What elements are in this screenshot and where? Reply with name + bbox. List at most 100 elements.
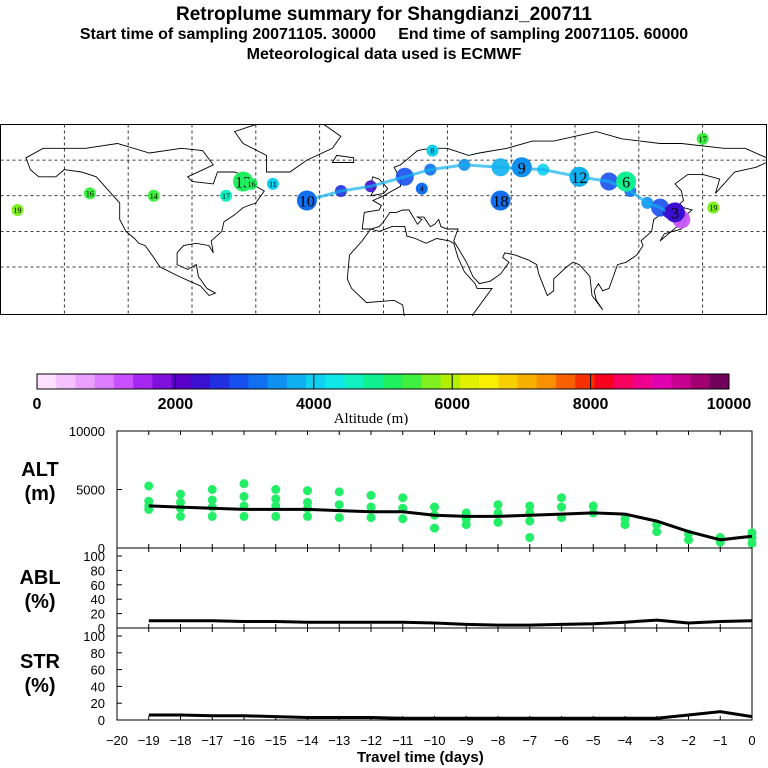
altitude-colorbar: 0 2000 4000 6000 8000 10000 Altitude (m) (33, 373, 751, 425)
colorbar-cell (402, 374, 422, 389)
plume-marker (220, 189, 233, 202)
day-label: 3 (671, 205, 679, 222)
plume-marker (426, 144, 439, 157)
x-tick-label: −8 (491, 733, 506, 748)
x-tick-label: −1 (713, 733, 728, 748)
day-label: 4 (420, 185, 424, 194)
alt-scatter-point (747, 538, 757, 548)
str-ytick-label: 20 (91, 696, 105, 711)
colorbar-cell (113, 374, 134, 389)
plume-marker (511, 157, 532, 178)
colorbar-cell (152, 374, 172, 389)
plume-marker (245, 177, 258, 190)
colorbar-cell (440, 374, 461, 389)
x-tick-label: −9 (459, 733, 474, 748)
abl-ytick-label: 20 (91, 607, 105, 622)
str-ytick-label: 100 (83, 629, 105, 644)
day-label: 19 (709, 204, 717, 213)
alt-scatter-point (334, 513, 344, 523)
colorbar-tick-label: 8000 (573, 396, 609, 413)
plume-marker (296, 190, 317, 211)
alt-scatter-point (271, 511, 281, 521)
colorbar-cell (690, 374, 711, 389)
alt-scatter-point (525, 532, 535, 542)
day-label: 9 (518, 160, 526, 177)
colorbar-cell (709, 374, 730, 389)
alt-scatter-point (461, 520, 471, 530)
day-label: 14 (150, 192, 158, 201)
day-label: 6 (622, 175, 630, 192)
alt-scatter-point (239, 479, 249, 489)
colorbar-cell (575, 374, 595, 389)
x-tick-label: −5 (586, 733, 601, 748)
colorbar-cell (479, 374, 499, 389)
abl-ytick-label: 40 (91, 592, 105, 607)
abl-frame (116, 547, 753, 629)
title-line-2: Start time of sampling 20071105. 30000 E… (79, 26, 689, 43)
str-panel-label: STR (20, 651, 61, 673)
coastline-0 (25, 143, 265, 297)
x-tick-label: −3 (649, 733, 664, 748)
plume-marker (707, 201, 720, 214)
alt-scatter-point (176, 489, 185, 499)
day-label: 17 (699, 135, 707, 144)
str-series-line (148, 710, 753, 720)
alt-ytick-label: 10000 (69, 424, 105, 439)
alt-panel: 10000 5000 0 (69, 424, 757, 556)
plume-marker (11, 204, 24, 216)
plume-marker (83, 187, 96, 200)
plume-marker (569, 166, 590, 187)
coastline-4 (361, 131, 767, 311)
alt-scatter-point (144, 481, 154, 491)
colorbar-cell (306, 374, 326, 389)
alt-panel-label: ALT (21, 459, 58, 481)
colorbar-cell (613, 374, 634, 389)
coastline-1 (233, 124, 342, 173)
colorbar-cell (671, 374, 691, 389)
alt-scatter-point (493, 500, 503, 510)
alt-scatter-point (430, 502, 439, 512)
plume-marker (490, 190, 511, 211)
alt-scatter-point (239, 492, 249, 502)
colorbar-cell (229, 374, 249, 389)
str-ytick-label: 60 (91, 663, 105, 678)
x-tick-label: −6 (554, 733, 569, 748)
alt-scatter-point (557, 502, 566, 512)
str-ytick-label: 40 (91, 679, 105, 694)
day-label: 16 (86, 189, 94, 198)
colorbar-cell (325, 374, 345, 389)
colorbar-cell (594, 374, 614, 389)
colorbar-cell (267, 374, 288, 389)
map-frame (0, 124, 767, 315)
colorbar-cell (56, 374, 76, 389)
colorbar-ticks: 0 2000 4000 6000 8000 10000 (33, 374, 751, 413)
x-tick-label: −10 (423, 733, 445, 748)
coastline-5 (346, 226, 493, 316)
colorbar-cell (459, 374, 480, 389)
alt-scatter-point (207, 511, 217, 521)
x-tick-label: −15 (265, 733, 287, 748)
alt-scatter-point (493, 517, 503, 527)
abl-ytick-label: 60 (91, 578, 105, 593)
plume-marker (415, 182, 428, 195)
colorbar-cell (133, 374, 153, 389)
alt-scatter-point (398, 493, 408, 503)
alt-series-line (148, 504, 753, 542)
alt-scatter-point (588, 501, 598, 511)
abl-panel-label: ABL (19, 567, 60, 589)
str-panel-unit: (%) (24, 675, 55, 697)
plume-marker (696, 132, 709, 145)
day-label: 16 (248, 180, 256, 189)
colorbar-cell (190, 374, 211, 389)
colorbar-cell (421, 374, 441, 389)
alt-panel-unit: (m) (24, 483, 55, 505)
x-tick-label: −14 (296, 733, 318, 748)
colorbar-cell (37, 374, 57, 389)
colorbar-cell (632, 374, 653, 389)
colorbar-cell (171, 374, 192, 389)
colorbar-cell (286, 374, 307, 389)
colorbar-cell (498, 374, 518, 389)
